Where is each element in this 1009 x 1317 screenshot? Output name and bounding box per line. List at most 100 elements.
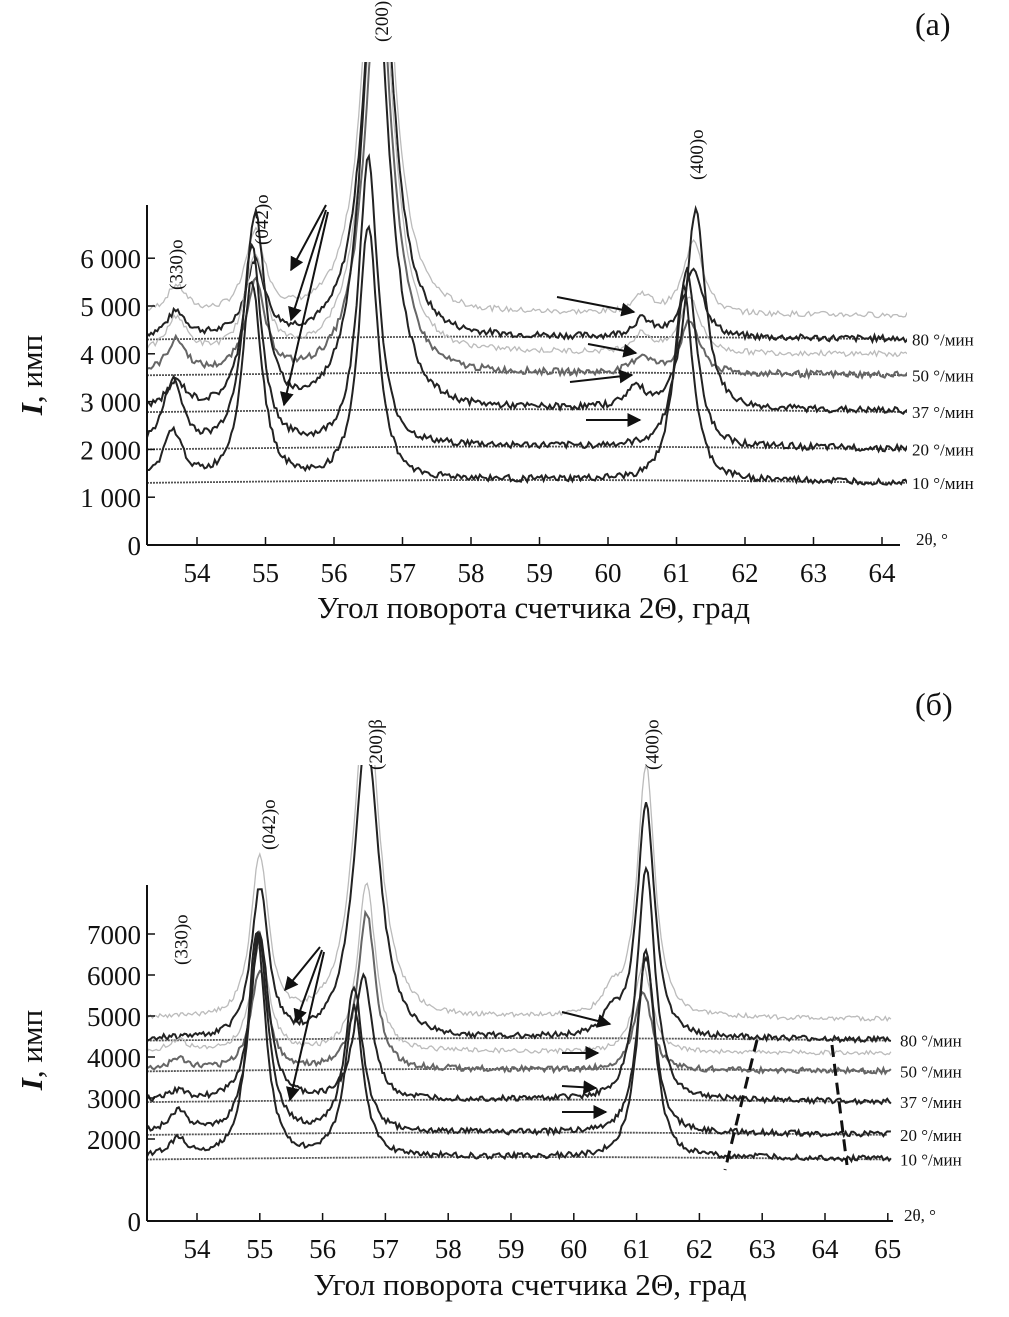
arrow (556, 296, 636, 317)
y-tick-label: 4000 (87, 1043, 141, 1073)
x-tick-label: 58 (435, 1234, 462, 1264)
peak-label: (400)o (642, 719, 663, 770)
arrow (569, 369, 634, 384)
series-curve (147, 62, 907, 415)
peak-label: (400)o (687, 129, 708, 180)
annotation-arrows (284, 946, 849, 1171)
y-tick-label: 3000 (87, 1084, 141, 1114)
dashed-guide (830, 1044, 849, 1166)
x-tick-label: 57 (372, 1234, 399, 1264)
arrow (285, 951, 325, 1102)
series-curve (147, 930, 892, 1164)
ghost-curve (147, 62, 907, 319)
peak-label: (330)o (171, 914, 192, 965)
x-tick-label: 62 (732, 558, 759, 588)
peak-label: (042)o (259, 799, 280, 850)
y-tick-label: 2 000 (80, 435, 141, 465)
x-tick-label: 61 (623, 1234, 650, 1264)
y-axis-unit: , имп (14, 335, 49, 403)
series-curve (147, 931, 891, 1139)
x-tick-label: 62 (686, 1234, 713, 1264)
arrow (561, 1080, 598, 1095)
annotation-arrows (279, 204, 642, 427)
x-axis-title: Угол поворота счетчика 2Θ, град (314, 1267, 747, 1302)
series-label: 80 °/мин (900, 1032, 962, 1051)
peak-label: (200)β (366, 719, 387, 770)
arrow (587, 343, 638, 358)
series-curve (147, 62, 907, 345)
reference-baseline (147, 445, 907, 451)
reference-baseline (147, 335, 907, 341)
series-label: 10 °/мин (900, 1151, 962, 1170)
ghost-curve (147, 62, 907, 358)
x-unit-label: 2θ, ° (904, 1206, 936, 1225)
y-tick-label: 6000 (87, 961, 141, 991)
x-tick-label: 56 (321, 558, 348, 588)
x-tick-label: 65 (874, 1234, 901, 1264)
series-label: 80 °/мин (912, 330, 974, 349)
x-tick-label: 60 (560, 1234, 587, 1264)
x-tick-label: 54 (184, 558, 212, 588)
reference-baseline (147, 479, 907, 484)
axes: 54 55 56 57 58 59 60 61 62 63 64 65 0 2000 3000 4000 500… (14, 719, 962, 1302)
arrow (284, 946, 321, 992)
series-curve (147, 153, 907, 454)
series-label: 50 °/мин (912, 366, 974, 385)
series-curve (147, 765, 892, 1044)
y-tick-label: 7000 (87, 920, 141, 950)
curves (147, 62, 907, 486)
y-tick-label: 0 (128, 531, 142, 561)
series-label: 20 °/мин (912, 440, 974, 459)
panel-label: (a) (915, 6, 951, 42)
panel-b: (б) 54 55 56 57 58 59 60 61 62 63 64 65 0 2000 3000 400… (14, 686, 962, 1302)
y-tick-label: 5 000 (80, 292, 141, 322)
y-axis-symbol: I (14, 402, 49, 416)
series-label: 37 °/мин (912, 403, 974, 422)
series-label: 37 °/мин (900, 1093, 962, 1112)
arrow (288, 209, 327, 322)
x-axis-title: Угол поворота счетчика 2Θ, град (317, 590, 750, 625)
y-tick-label: 5000 (87, 1002, 141, 1032)
y-axis-title: I, имп (14, 335, 49, 416)
reference-baseline (147, 408, 907, 413)
y-tick-label: 2000 (87, 1125, 141, 1155)
series-label: 10 °/мин (912, 474, 974, 493)
peak-label: (200)β (372, 0, 393, 42)
x-tick-label: 57 (389, 558, 416, 588)
x-tick-label: 58 (458, 558, 485, 588)
x-tick-label: 64 (812, 1234, 840, 1264)
series-curve (147, 865, 892, 1106)
series-curve (147, 62, 907, 381)
arrow (561, 1011, 612, 1028)
arrow (279, 211, 329, 407)
y-tick-label: 3 000 (80, 388, 141, 418)
x-tick-label: 59 (526, 558, 553, 588)
x-tick-label: 63 (749, 1234, 776, 1264)
x-tick-label: 55 (252, 558, 279, 588)
y-tick-label: 4 000 (80, 340, 141, 370)
y-tick-label: 1 000 (80, 483, 141, 513)
peak-label: (330)o (166, 239, 187, 290)
y-axis-title: I, имп (14, 1010, 49, 1091)
axes: 54 55 56 57 58 59 60 61 62 63 64 0 1 000 2 000 3 000 4 … (14, 0, 974, 625)
reference-baseline (147, 1156, 888, 1161)
peak-label: (042)o (252, 194, 273, 245)
y-tick-label: 0 (128, 1207, 142, 1237)
x-tick-label: 60 (595, 558, 622, 588)
x-unit-label: 2θ, ° (916, 530, 948, 549)
x-tick-label: 64 (869, 558, 897, 588)
x-tick-label: 54 (184, 1234, 212, 1264)
y-axis-symbol: I (14, 1077, 49, 1091)
panel-label: (б) (915, 686, 953, 722)
arrow (290, 204, 327, 272)
y-axis-unit: , имп (14, 1010, 49, 1078)
x-tick-label: 55 (246, 1234, 273, 1264)
curves (147, 765, 892, 1164)
arrow (293, 949, 323, 1024)
x-tick-label: 61 (663, 558, 690, 588)
ghost-curve (147, 765, 892, 1022)
x-tick-label: 59 (498, 1234, 525, 1264)
ghost-curve (147, 882, 892, 1057)
x-tick-label: 56 (309, 1234, 336, 1264)
